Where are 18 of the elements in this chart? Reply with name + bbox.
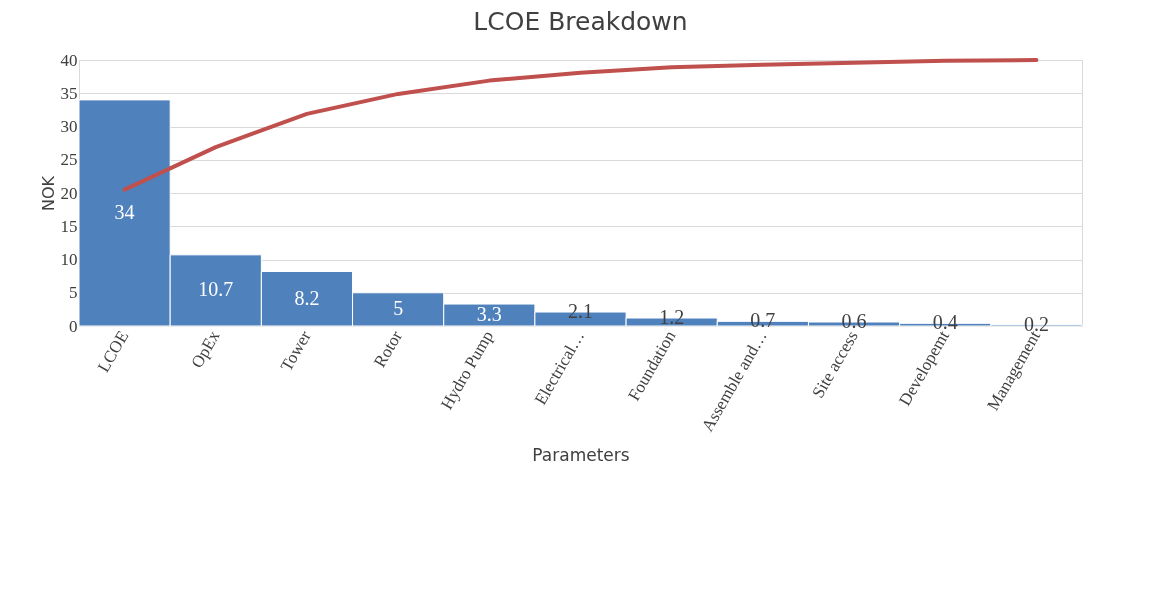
y-tick-label: 15 <box>60 216 78 236</box>
line-series <box>122 58 1039 192</box>
y-tick-label: 35 <box>60 83 78 103</box>
y-tick-label: 5 <box>69 283 78 303</box>
data-label: 5 <box>393 297 404 320</box>
y-axis-title: NOK <box>38 175 58 212</box>
y-tick-label: 10 <box>60 250 78 269</box>
y-tick-label: 25 <box>60 150 78 170</box>
chart-title: LCOE Breakdown <box>473 7 688 36</box>
data-label: 34 <box>114 200 135 223</box>
y-tick-label: 30 <box>60 117 78 136</box>
y-tick-label: 20 <box>60 183 78 203</box>
data-label: 3.3 <box>476 303 502 326</box>
y-tick-label: 0 <box>69 316 78 336</box>
x-axis-title: Parameters <box>532 445 630 466</box>
y-tick-label: 40 <box>60 50 78 70</box>
data-label: 10.7 <box>198 278 234 301</box>
data-label: 8.2 <box>294 286 320 309</box>
